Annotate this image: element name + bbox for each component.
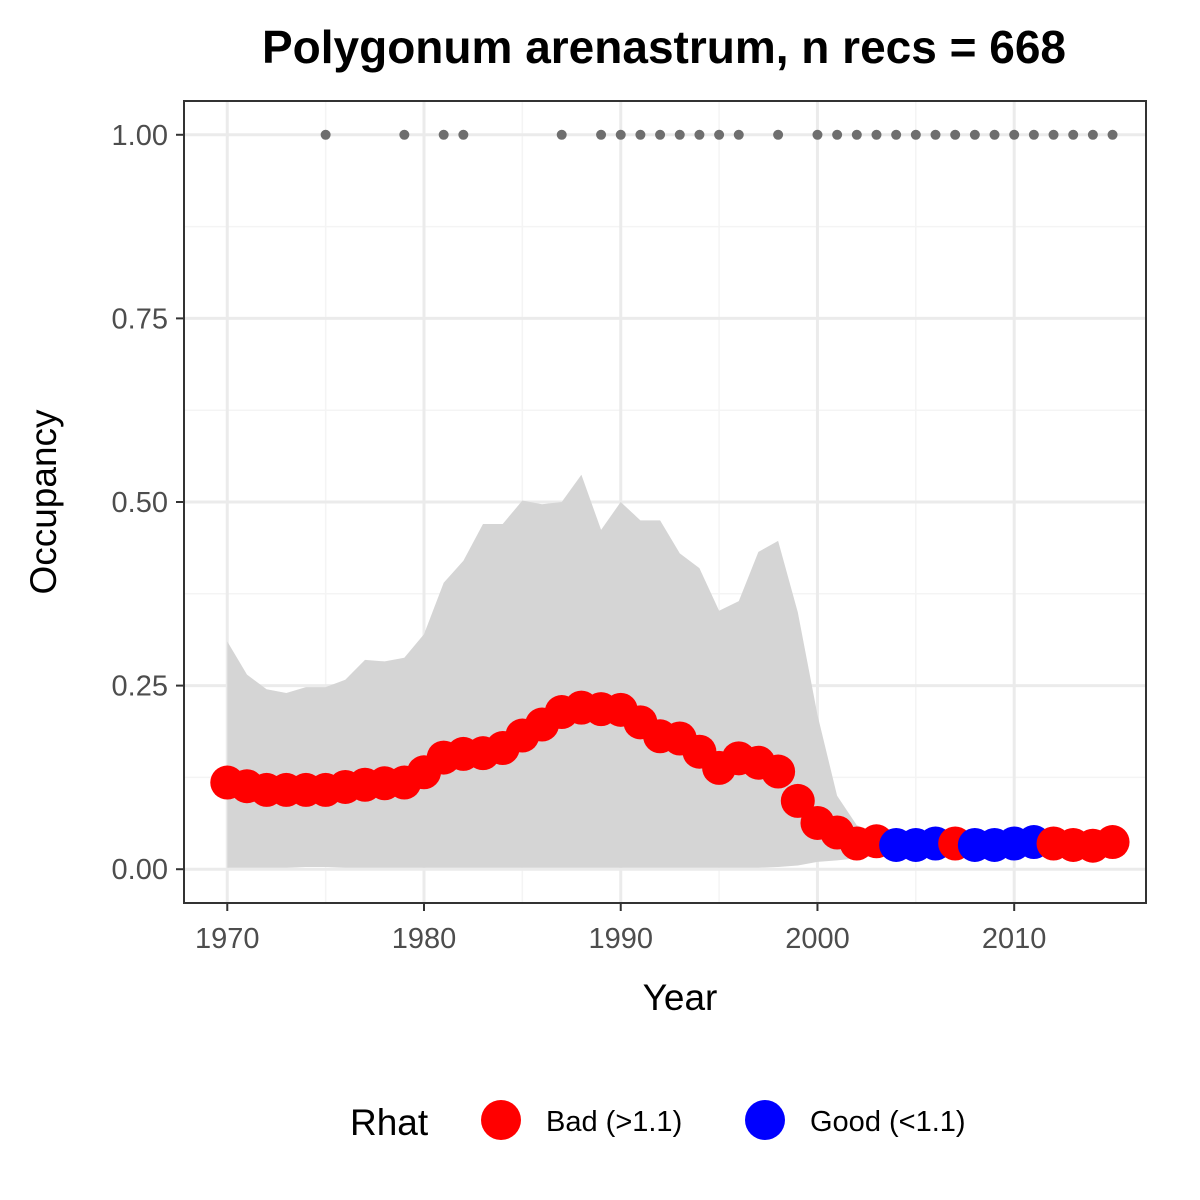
record-points: [320, 129, 1118, 140]
record-point: [1048, 129, 1059, 140]
record-point: [635, 129, 646, 140]
y-tick-label: 0.50: [112, 487, 168, 519]
record-point: [714, 129, 725, 140]
legend-label-good: Good (<1.1): [810, 1106, 966, 1138]
y-axis: 0.00 0.25 0.50 0.75 1.00: [112, 120, 184, 886]
record-point: [969, 129, 980, 140]
record-point: [694, 129, 705, 140]
chart-title: Polygonum arenastrum, n recs = 668: [262, 21, 1066, 73]
record-point: [674, 129, 685, 140]
occupancy-point: [761, 754, 796, 789]
confidence-ribbon: [227, 474, 1113, 868]
record-point: [1068, 129, 1079, 140]
record-point: [950, 129, 961, 140]
x-tick-label: 2010: [982, 923, 1047, 955]
record-point: [655, 129, 666, 140]
record-point: [930, 129, 941, 140]
occupancy-point: [1095, 825, 1130, 860]
x-axis: 1970 1980 1990 2000 2010: [195, 903, 1046, 955]
record-point: [458, 129, 469, 140]
record-point: [989, 129, 1000, 140]
record-point: [615, 129, 626, 140]
record-point: [773, 129, 784, 140]
record-point: [596, 129, 607, 140]
y-tick-label: 1.00: [112, 120, 168, 152]
record-point: [1087, 129, 1098, 140]
legend-title: Rhat: [350, 1102, 429, 1143]
occupancy-point: [780, 783, 815, 818]
y-axis-title: Occupancy: [23, 409, 64, 595]
record-point: [1028, 129, 1039, 140]
occupancy-points: [210, 690, 1130, 863]
x-tick-label: 1980: [392, 923, 457, 955]
record-point: [871, 129, 882, 140]
record-point: [832, 129, 843, 140]
legend-key-bad: [481, 1100, 521, 1140]
x-axis-title: Year: [643, 977, 718, 1018]
x-tick-label: 1990: [588, 923, 653, 955]
legend-label-bad: Bad (>1.1): [546, 1106, 682, 1138]
record-point: [1107, 129, 1118, 140]
record-point: [399, 129, 410, 140]
record-point: [851, 129, 862, 140]
record-point: [320, 129, 331, 140]
x-tick-label: 1970: [195, 923, 260, 955]
record-point: [438, 129, 449, 140]
record-point: [1009, 129, 1020, 140]
record-point: [733, 129, 744, 140]
legend: Rhat Bad (>1.1) Good (<1.1): [350, 1100, 966, 1143]
y-tick-label: 0.25: [112, 671, 168, 703]
record-point: [812, 129, 823, 140]
y-tick-label: 0.75: [112, 303, 168, 335]
record-point: [891, 129, 902, 140]
plot-area: [183, 100, 1147, 904]
y-tick-label: 0.00: [112, 854, 168, 886]
record-point: [556, 129, 567, 140]
x-tick-label: 2000: [785, 923, 850, 955]
record-point: [910, 129, 921, 140]
legend-key-good: [745, 1100, 785, 1140]
